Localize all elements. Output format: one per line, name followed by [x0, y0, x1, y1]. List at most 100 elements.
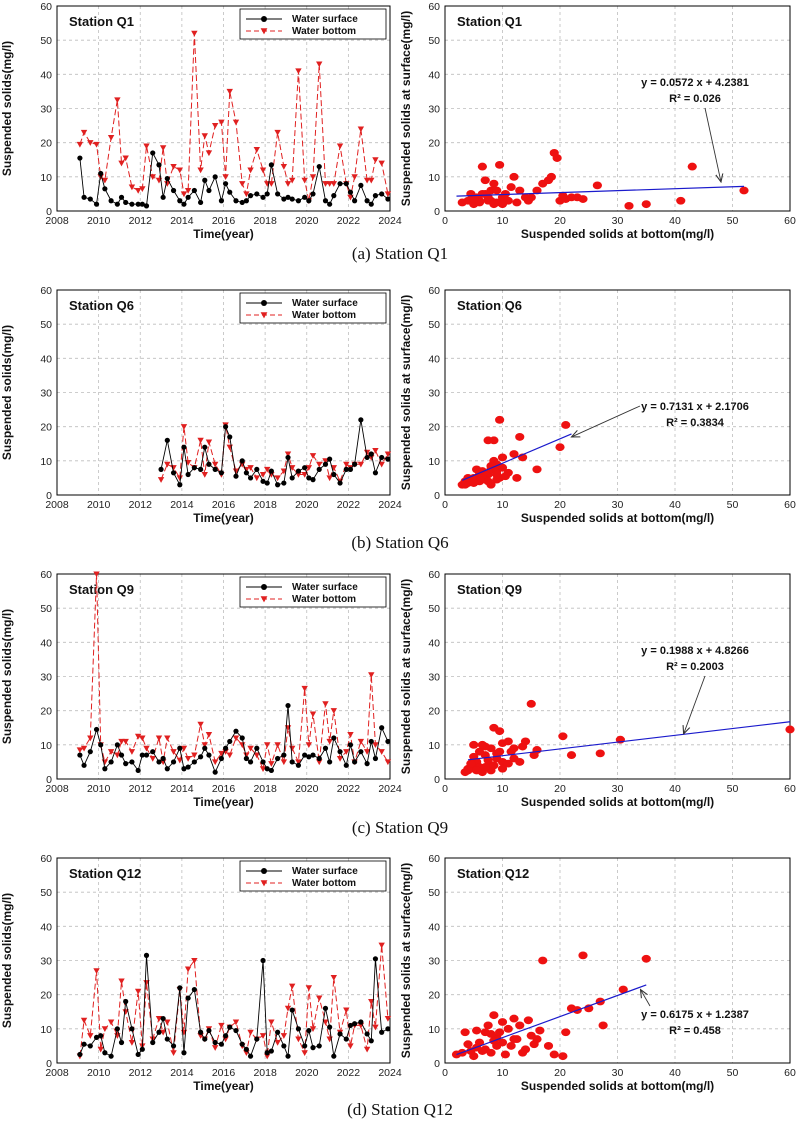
point-surface [352, 1021, 358, 1027]
plot-frame [56, 5, 391, 212]
caption-b: (b) Station Q6 [351, 533, 449, 552]
point-surface [289, 759, 295, 765]
point-surface [239, 1041, 245, 1047]
scatter-point [463, 1040, 473, 1049]
point-bottom [347, 1043, 354, 1050]
x-tick-label: 2022 [337, 215, 361, 227]
point-surface [177, 745, 183, 751]
point-surface [206, 187, 212, 194]
x-tick-label: 10 [497, 1067, 509, 1079]
x-tick-label: 2008 [45, 783, 69, 795]
point-bottom [211, 759, 219, 766]
sc-q6: 0 10 20 30 40 50 60 0 10 20 30 40 50 60 Suspended soli… [399, 285, 796, 525]
point-surface [281, 480, 287, 486]
point-bottom [184, 755, 192, 762]
scatter-point [489, 761, 499, 770]
point-bottom [309, 453, 317, 459]
point-surface [108, 1053, 114, 1059]
point-bottom [149, 755, 156, 762]
point-surface [202, 745, 208, 751]
scatter-point [489, 1011, 499, 1020]
point-bottom [309, 174, 317, 181]
scatter-point [532, 746, 542, 754]
legend-marker-bottom [260, 880, 268, 887]
point-surface [222, 424, 229, 430]
point-surface [281, 752, 287, 758]
point-surface [160, 1015, 166, 1022]
legend-label-bottom: Water bottom [292, 26, 356, 37]
point-bottom [197, 167, 204, 174]
sc-q1: 0 10 20 30 40 50 60 0 10 20 30 40 50 60 Suspended soli… [399, 1, 796, 241]
point-bottom [101, 1026, 109, 1033]
scatter-point [497, 200, 508, 209]
legend-label-bottom: Water bottom [292, 594, 356, 605]
y-tick-label: 0 [434, 774, 440, 786]
point-surface [347, 1022, 354, 1029]
scatter-point [506, 183, 516, 191]
point-surface [327, 759, 333, 765]
point-bottom [309, 711, 317, 718]
plot-frame [56, 573, 391, 780]
point-surface [206, 752, 212, 758]
point-bottom [357, 126, 365, 133]
point-bottom [170, 749, 177, 755]
y-tick-label: 50 [428, 35, 440, 47]
point-surface [233, 1027, 239, 1034]
series-line-surface [160, 419, 389, 487]
point-bottom [176, 757, 183, 764]
point-surface [275, 1029, 281, 1035]
y-tick-label: 60 [40, 853, 52, 865]
point-bottom [211, 461, 219, 468]
x-tick-label: 50 [727, 215, 739, 227]
x-tick-label: 2024 [378, 783, 402, 795]
point-surface [364, 1031, 370, 1037]
point-surface [202, 177, 208, 183]
point-surface [254, 745, 260, 751]
scatter-point [618, 985, 628, 994]
point-surface [289, 196, 295, 202]
scatter-point [460, 768, 470, 777]
point-bottom [180, 191, 188, 198]
scatter-point [509, 450, 519, 458]
point-bottom [122, 738, 129, 745]
x-tick-label: 2016 [212, 215, 236, 227]
scatter-point [503, 759, 513, 768]
point-bottom [180, 745, 188, 752]
x-tick-label: 2020 [295, 215, 319, 227]
legend-marker-bottom [260, 312, 268, 319]
point-surface [108, 198, 114, 204]
point-bottom [118, 738, 125, 745]
point-bottom [326, 181, 333, 187]
x-tick-label: 40 [669, 783, 681, 795]
legend-marker-surface [261, 300, 267, 306]
point-bottom [128, 1039, 136, 1046]
legend-marker-bottom [260, 596, 268, 603]
point-bottom [155, 735, 163, 742]
point-surface [158, 466, 164, 472]
point-surface [93, 201, 100, 207]
point-surface [170, 187, 177, 194]
point-bottom [305, 985, 313, 992]
point-surface [102, 766, 108, 772]
point-bottom [143, 745, 150, 752]
point-bottom [274, 475, 281, 482]
point-bottom [351, 174, 358, 181]
point-bottom [305, 465, 313, 471]
point-surface [98, 1033, 104, 1039]
point-surface [254, 1036, 260, 1042]
point-surface [177, 985, 183, 991]
scatter-point [503, 1024, 513, 1033]
point-surface [264, 766, 270, 772]
point-surface [222, 745, 229, 751]
point-bottom [176, 475, 183, 482]
fit-equation: y = 0.0572 x + 4.2381 [641, 77, 749, 89]
x-tick-label: 2014 [170, 499, 194, 511]
point-bottom [164, 461, 171, 468]
point-bottom [197, 721, 204, 728]
point-surface [185, 995, 191, 1001]
panel-title: Station Q9 [69, 582, 134, 597]
panel-title: Station Q6 [457, 298, 522, 313]
point-bottom [134, 187, 142, 194]
x-tick-label: 10 [497, 783, 509, 795]
scatter-point [558, 191, 568, 200]
